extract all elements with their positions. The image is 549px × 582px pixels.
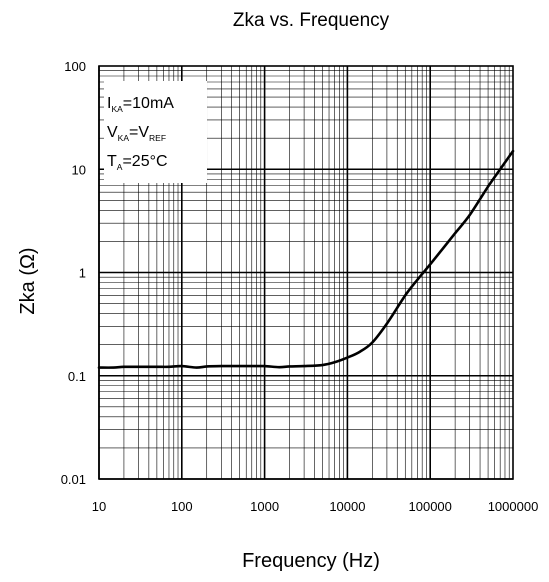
plot-area	[97, 149, 515, 369]
annotation-subscript: KA	[111, 104, 123, 114]
annotation-text: I	[107, 95, 111, 112]
annotation-text: V	[107, 124, 118, 141]
annotation-line: VKA=VREF	[107, 124, 166, 143]
x-tick-label: 1000000	[488, 499, 539, 514]
annotation-background	[104, 81, 207, 183]
x-tick-label: 100000	[409, 499, 452, 514]
y-tick-label: 10	[72, 162, 86, 177]
plot-frame	[98, 65, 514, 480]
annotation-line: TA=25°C	[107, 153, 168, 172]
annotation-line: IKA=10mA	[107, 95, 174, 114]
y-tick-label: 1	[79, 266, 86, 281]
x-tick-label: 10	[92, 499, 106, 514]
y-axis-label: Zka (Ω)	[17, 247, 39, 314]
y-tick-label: 0.01	[61, 472, 86, 487]
x-axis-label: Frequency (Hz)	[242, 550, 380, 572]
series-line-zka	[97, 149, 515, 369]
x-tick-label: 1000	[250, 499, 279, 514]
annotation-subscript: KA	[118, 133, 130, 143]
chart-title: Zka vs. Frequency	[233, 10, 390, 31]
annotation-text: =25°C	[122, 153, 167, 170]
x-tick-label: 10000	[329, 499, 365, 514]
annotation-text: =10mA	[123, 95, 174, 112]
y-tick-label: 0.1	[68, 369, 86, 384]
annotation-text: =V	[129, 124, 149, 141]
y-tick-label: 100	[64, 59, 86, 74]
x-tick-labels: 10 100 1000 10000 100000 1000000	[92, 499, 539, 514]
annotation-subscript: REF	[149, 133, 166, 143]
annotation-text: T	[107, 153, 117, 170]
x-tick-label: 100	[171, 499, 193, 514]
annotation-subscript: A	[117, 162, 123, 172]
y-tick-labels: 0.01 0.1 1 10 100	[61, 59, 86, 487]
